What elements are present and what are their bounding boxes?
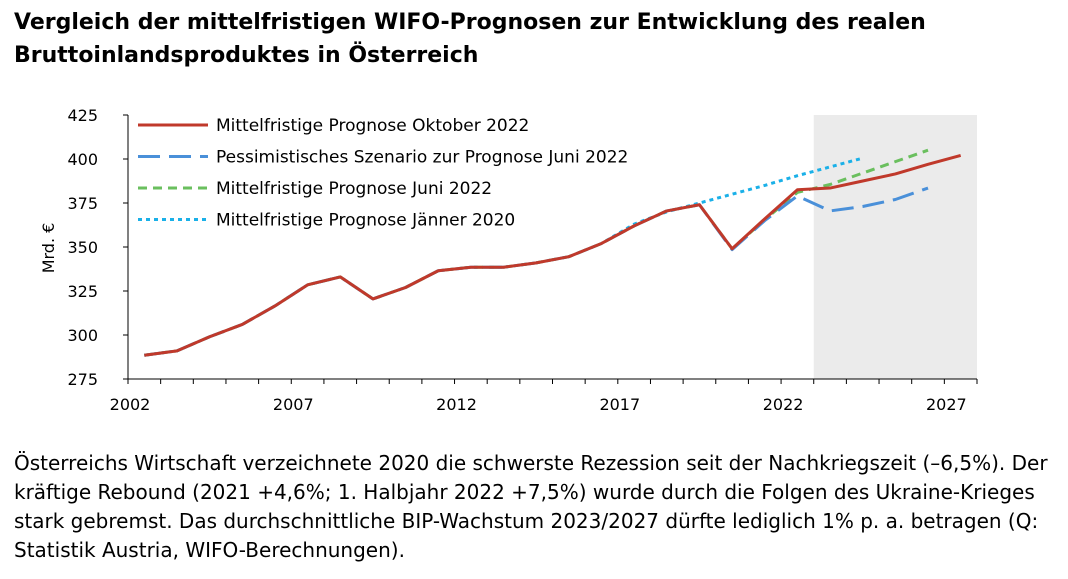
legend-layer: Mittelfristige Prognose Oktober 2022 Pess… <box>138 116 628 231</box>
x-tick-label: 2022 <box>763 395 804 414</box>
forecast-shading <box>813 115 977 379</box>
x-tick-label: 2007 <box>273 395 314 414</box>
y-tick-label: 400 <box>67 150 98 169</box>
legend-label-1: Mittelfristige Prognose Oktober 2022 <box>216 116 529 136</box>
x-tick-label: 2002 <box>110 395 151 414</box>
y-tick-label: 350 <box>67 238 98 257</box>
legend-label-3: Mittelfristige Prognose Juni 2022 <box>216 179 492 199</box>
chart-caption: Österreichs Wirtschaft verzeichnete 2020… <box>14 451 1048 562</box>
x-tick-label: 2027 <box>926 395 967 414</box>
series-line-1 <box>144 154 962 357</box>
y-tick-label: 375 <box>67 194 98 213</box>
y-tick-label: 275 <box>67 370 98 389</box>
forecast-shading-layer <box>813 115 977 379</box>
series-layer <box>144 148 962 357</box>
y-axis-label: Mrd. € <box>39 223 58 274</box>
legend-label-2: Pessimistisches Szenario zur Prognose Ju… <box>216 148 628 168</box>
axes-layer: 275 300 325 350 375 400 425 2002 2007 2012 2017 202… <box>39 106 978 414</box>
y-tick-label: 425 <box>67 106 98 125</box>
y-tick-label: 325 <box>67 282 98 301</box>
legend-label-4: Mittelfristige Prognose Jänner 2020 <box>216 211 515 231</box>
x-tick-label: 2017 <box>599 395 640 414</box>
x-tick-label: 2012 <box>436 395 477 414</box>
chart-title: Vergleich der mittelfristigen WIFO-Progn… <box>14 10 926 68</box>
line-chart: 275 300 325 350 375 400 425 2002 2007 2012 2017 202… <box>39 106 978 414</box>
y-tick-label: 300 <box>67 326 98 345</box>
